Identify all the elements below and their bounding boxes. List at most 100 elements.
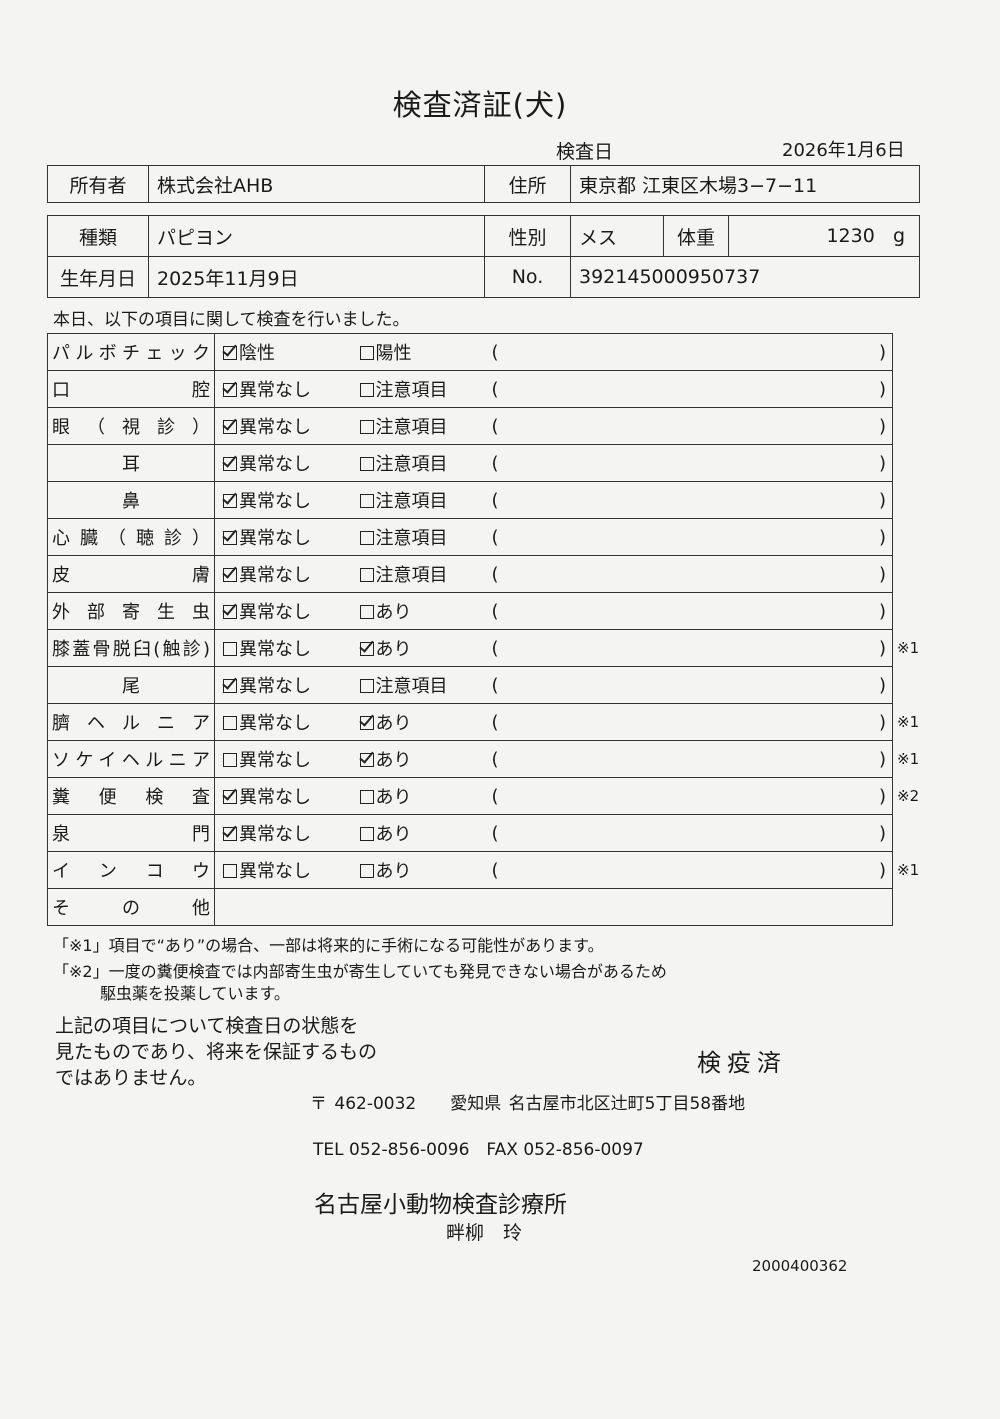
checkbox-icon[interactable] — [223, 568, 237, 582]
option-abnormal[interactable]: あり — [355, 592, 486, 630]
option-normal[interactable]: 異常なし — [214, 777, 356, 815]
option-normal[interactable]: 異常なし — [214, 629, 356, 667]
remarks-field[interactable]: () — [485, 666, 893, 704]
checkbox-icon[interactable] — [359, 457, 374, 471]
option-abnormal[interactable]: あり — [355, 740, 486, 778]
option-normal[interactable]: 異常なし — [214, 851, 356, 889]
option-abnormal[interactable]: あり — [355, 851, 486, 889]
checkbox-icon[interactable] — [359, 864, 374, 878]
check-label: 糞便検査 — [47, 777, 215, 815]
checkbox-icon[interactable] — [223, 642, 237, 656]
checkbox-icon[interactable] — [359, 679, 374, 693]
disclaimer-line: 上記の項目について検査日の状態を — [55, 1015, 359, 1037]
remarks-field[interactable]: () — [485, 444, 893, 482]
option-normal[interactable]: 異常なし — [214, 740, 356, 778]
option-normal[interactable]: 異常なし — [214, 370, 356, 408]
no-label: No. — [484, 256, 571, 298]
checkbox-icon[interactable] — [359, 346, 374, 360]
remarks-field[interactable]: () — [485, 777, 893, 815]
option-normal[interactable]: 異常なし — [214, 407, 356, 445]
option-normal[interactable]: 異常なし — [214, 592, 356, 630]
option-abnormal[interactable]: あり — [355, 629, 486, 667]
checkbox-icon[interactable] — [223, 531, 237, 545]
check-label: 泉門 — [47, 814, 215, 852]
remarks-field[interactable]: () — [485, 629, 893, 667]
checkbox-icon[interactable] — [359, 494, 374, 508]
remarks-field[interactable]: () — [485, 518, 893, 556]
checkbox-icon[interactable] — [359, 568, 374, 582]
remarks-field[interactable]: () — [485, 481, 893, 519]
owner-value: 株式会社AHB — [148, 165, 485, 203]
option-abnormal[interactable]: 陽性 — [355, 333, 486, 371]
option-abnormal[interactable]: 注意項目 — [355, 481, 486, 519]
remarks-field[interactable]: () — [485, 555, 893, 593]
remarks-field[interactable]: () — [485, 592, 893, 630]
option-abnormal[interactable]: 注意項目 — [355, 518, 486, 556]
remarks-field[interactable]: () — [485, 851, 893, 889]
check-label: 鼻 — [47, 481, 215, 519]
checkbox-icon[interactable] — [223, 383, 237, 397]
no-value: 392145000950737 — [570, 256, 920, 298]
remarks-field[interactable]: () — [485, 740, 893, 778]
checkbox-icon[interactable] — [223, 605, 237, 619]
remarks-field[interactable]: () — [485, 407, 893, 445]
note-mark: ※1 — [897, 639, 920, 657]
option-normal[interactable]: 異常なし — [214, 703, 356, 741]
exam-date-value: 2026年1月6日 — [782, 140, 905, 161]
option-normal[interactable]: 異常なし — [214, 481, 356, 519]
option-abnormal[interactable]: 注意項目 — [355, 666, 486, 704]
check-row: インコウ 異常なし あり () — [47, 851, 893, 889]
option-normal[interactable]: 異常なし — [214, 518, 356, 556]
option-abnormal[interactable]: 注意項目 — [355, 407, 486, 445]
option-abnormal[interactable]: あり — [355, 703, 486, 741]
option-abnormal[interactable]: 注意項目 — [355, 370, 486, 408]
pet-table: 種類 パピヨン 性別 メス 体重 1230 g 生年月日 2025年11月9日 … — [47, 215, 920, 298]
checkbox-icon[interactable] — [223, 790, 237, 804]
note-mark: ※1 — [897, 713, 920, 731]
other-field[interactable] — [214, 888, 893, 926]
checkbox-icon[interactable] — [359, 827, 374, 841]
checkbox-icon[interactable] — [359, 790, 374, 804]
remarks-field[interactable]: () — [485, 370, 893, 408]
checkbox-icon[interactable] — [223, 827, 237, 841]
checkbox-icon[interactable] — [359, 420, 374, 434]
note-mark: ※2 — [897, 787, 920, 805]
check-label: 皮膚 — [47, 555, 215, 593]
footnote-2-cont: 駆虫薬を投薬しています。 — [100, 984, 290, 1003]
owner-label: 所有者 — [47, 165, 149, 203]
checkbox-icon[interactable] — [359, 642, 374, 656]
option-abnormal[interactable]: 注意項目 — [355, 555, 486, 593]
checkbox-icon[interactable] — [359, 716, 374, 730]
quarantine-stamp: 検疫済 — [697, 1049, 787, 1077]
checkbox-icon[interactable] — [223, 457, 237, 471]
checkbox-icon[interactable] — [223, 716, 237, 730]
option-normal[interactable]: 異常なし — [214, 555, 356, 593]
veterinarian-name: 畔柳 玲 — [446, 1222, 523, 1244]
disclaimer-line: 見たものであり、将来を保証するもの — [55, 1041, 378, 1063]
checkbox-icon[interactable] — [223, 864, 237, 878]
remarks-field[interactable]: () — [485, 703, 893, 741]
option-abnormal[interactable]: 注意項目 — [355, 444, 486, 482]
option-abnormal[interactable]: あり — [355, 814, 486, 852]
checkbox-icon[interactable] — [223, 494, 237, 508]
option-abnormal[interactable]: あり — [355, 777, 486, 815]
option-normal[interactable]: 異常なし — [214, 814, 356, 852]
checkbox-icon[interactable] — [359, 605, 374, 619]
option-normal[interactable]: 異常なし — [214, 666, 356, 704]
check-row: 眼（視診） 異常なし 注意項目 () — [47, 407, 893, 445]
checkbox-icon[interactable] — [223, 346, 237, 360]
check-label: 外部寄生虫 — [47, 592, 215, 630]
check-label: 眼（視診） — [47, 407, 215, 445]
option-normal[interactable]: 陰性 — [214, 333, 356, 371]
checkbox-icon[interactable] — [359, 531, 374, 545]
remarks-field[interactable]: () — [485, 814, 893, 852]
checkbox-icon[interactable] — [223, 420, 237, 434]
checkbox-icon[interactable] — [223, 753, 237, 767]
checkbox-icon[interactable] — [223, 679, 237, 693]
breed-value: パピヨン — [148, 215, 485, 257]
check-label: 口腔 — [47, 370, 215, 408]
checkbox-icon[interactable] — [359, 383, 374, 397]
checkbox-icon[interactable] — [359, 753, 374, 767]
option-normal[interactable]: 異常なし — [214, 444, 356, 482]
remarks-field[interactable]: () — [485, 333, 893, 371]
